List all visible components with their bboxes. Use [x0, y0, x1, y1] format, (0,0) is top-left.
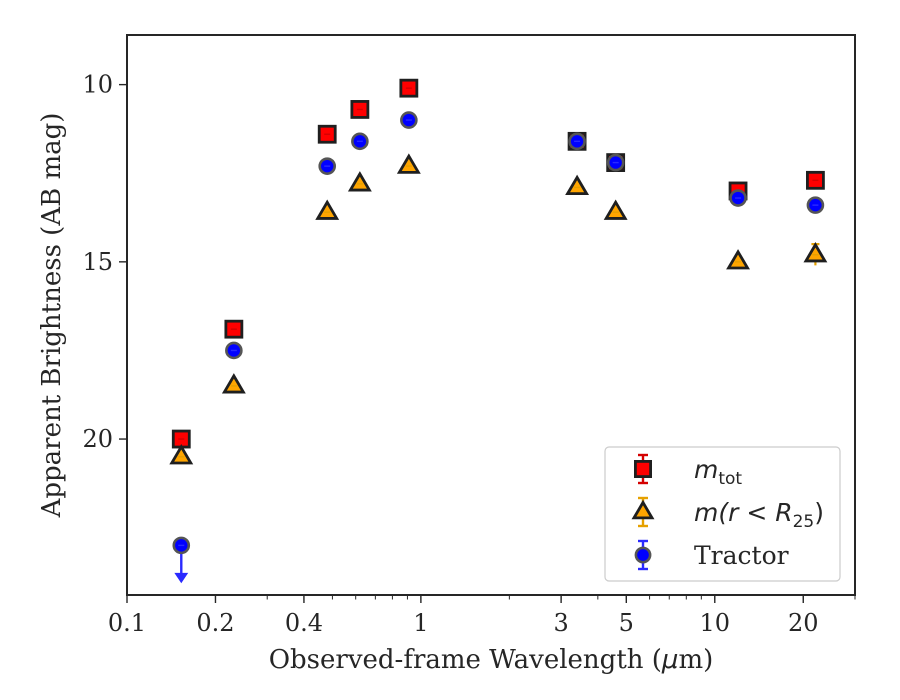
x-tick-label: 0.2: [196, 609, 234, 637]
series-square: [171, 78, 825, 449]
upper-limit-arrow: [174, 572, 189, 584]
x-tick-label: 10: [700, 609, 731, 637]
legend-marker: [634, 546, 652, 564]
x-tick-label: 20: [788, 609, 819, 637]
legend-box: [604, 446, 841, 582]
x-tick-label: 0.4: [285, 609, 323, 637]
x-axis-label: Observed-frame Wavelength (μm): [269, 645, 714, 675]
legend-label: mtot: [694, 455, 742, 489]
legend-entry: Tractor: [634, 539, 789, 571]
y-tick-label: 15: [82, 248, 113, 276]
data-point: [726, 249, 750, 270]
data-point: [315, 199, 340, 220]
data-points: [169, 78, 828, 584]
legend-marker: [631, 499, 655, 520]
x-tick-label: 1: [413, 609, 428, 637]
series-circle: [172, 111, 825, 584]
legend-entry: mtot: [634, 453, 742, 489]
x-tick-label: 0.1: [108, 609, 146, 637]
y-axis-label: Apparent Brightness (AB mag): [37, 113, 67, 519]
axis-ticks: 0.1 0.2 0.4 1 3 5 10 20 10 15 20: [82, 71, 856, 637]
data-point: [565, 174, 590, 196]
x-tick-label: 5: [619, 609, 634, 637]
data-point: [603, 199, 628, 220]
data-point: [803, 241, 828, 263]
legend-entry: m(r < R25): [631, 496, 824, 532]
x-tick-label: 3: [553, 609, 568, 637]
data-point: [347, 171, 372, 192]
data-point: [396, 153, 421, 174]
data-point: [221, 373, 246, 394]
series-triangle: [169, 153, 828, 465]
legend-marker: [634, 459, 653, 478]
plot-frame: [126, 34, 856, 596]
y-tick-label: 10: [82, 71, 113, 99]
legend-label: m(r < R25): [694, 498, 824, 532]
data-point: [169, 444, 194, 465]
legend: mtot m(r < R25) Tractor: [604, 446, 841, 582]
legend-label: Tractor: [694, 541, 789, 570]
y-tick-label: 20: [82, 425, 113, 453]
